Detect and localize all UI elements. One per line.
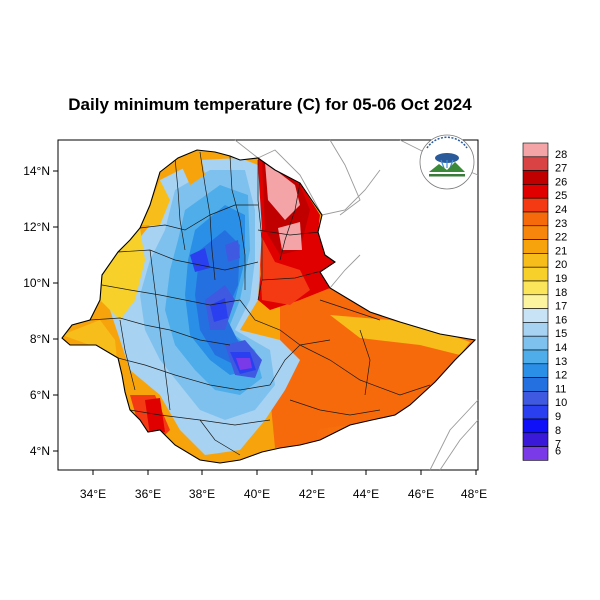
colorbar-swatch (522, 363, 549, 378)
colorbar-swatch (522, 170, 549, 185)
colorbar-label: 17 (555, 301, 567, 313)
colorbar-swatch (522, 142, 549, 158)
colorbar-swatch (522, 266, 549, 282)
colorbar-label: 20 (555, 259, 567, 271)
colorbar-label: 24 (555, 204, 567, 216)
colorbar-label: 9 (555, 411, 561, 423)
colorbar-label: 16 (555, 314, 567, 326)
y-tick-label: 6°N (30, 388, 50, 402)
colorbar-label: 28 (555, 149, 567, 161)
colorbar-swatch (522, 446, 549, 461)
colorbar-swatch (522, 349, 549, 365)
colorbar-swatch (522, 322, 549, 337)
colorbar-swatch (522, 253, 549, 268)
colorbar-swatch (522, 211, 549, 227)
x-axis: 34°E 36°E 38°E 40°E 42°E 44°E 46°E 48°E (80, 470, 487, 501)
colorbar-swatch (522, 294, 549, 309)
x-tick-label: 46°E (408, 487, 434, 501)
colorbar-swatch (522, 156, 549, 171)
colorbar-label: 22 (555, 232, 567, 244)
colorbar-label: 26 (555, 176, 567, 188)
colorbar-label: 25 (555, 190, 567, 202)
colorbar-swatch (522, 239, 549, 254)
colorbar-label: 19 (555, 273, 567, 285)
colorbar-swatch (522, 184, 549, 199)
x-tick-label: 38°E (189, 487, 215, 501)
colorbar-label: 15 (555, 328, 567, 340)
colorbar-swatch (522, 404, 549, 420)
colorbar-swatch (522, 432, 549, 447)
x-tick-label: 36°E (135, 487, 161, 501)
colorbar-label: 6 (555, 446, 561, 458)
colorbar-swatch (522, 197, 549, 213)
x-tick-label: 40°E (244, 487, 270, 501)
colorbar-label: 12 (555, 370, 567, 382)
x-tick-label: 44°E (353, 487, 379, 501)
x-tick-label: 34°E (80, 487, 106, 501)
colorbar-swatch (522, 418, 549, 434)
colorbar-swatch (522, 308, 549, 323)
y-tick-label: 10°N (23, 276, 50, 290)
x-tick-label: 48°E (461, 487, 487, 501)
colorbar-label: 14 (555, 342, 567, 354)
colorbar-label: 13 (555, 356, 567, 368)
colorbar-label: 7 (555, 439, 561, 451)
y-axis: 4°N 6°N 8°N 10°N 12°N 14°N (23, 164, 58, 458)
colorbar-label: 27 (555, 163, 567, 175)
y-tick-label: 12°N (23, 220, 50, 234)
colorbar-swatch (522, 335, 549, 351)
y-tick-label: 4°N (30, 444, 50, 458)
admin-borders (89, 151, 431, 456)
x-tick-label: 42°E (299, 487, 325, 501)
colorbar-label: 11 (555, 383, 566, 395)
map-title: Daily minimum temperature (C) for 05-06 … (68, 95, 472, 114)
colorbar-label: 10 (555, 397, 567, 409)
colorbar-swatch (522, 280, 549, 296)
y-tick-label: 14°N (23, 164, 50, 178)
colorbar-label: 18 (555, 287, 567, 299)
colorbar-label: 23 (555, 218, 567, 230)
colorbar-swatch (522, 391, 549, 406)
colorbar-label: 21 (555, 245, 567, 257)
colorbar-swatch (522, 377, 549, 392)
meteorology-agency-logo (419, 134, 475, 190)
colorbar-swatch (522, 225, 549, 240)
colorbar-label: 8 (555, 425, 561, 437)
y-tick-label: 8°N (30, 332, 50, 346)
